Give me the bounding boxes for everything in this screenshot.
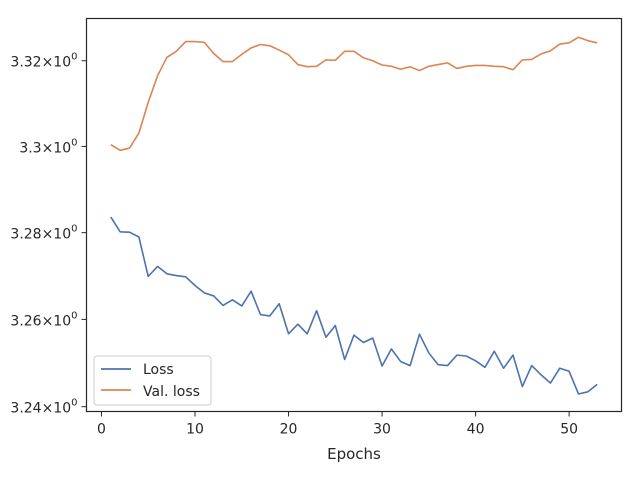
y-axis: 3.24×100 3.26×100 3.28×100 3.3×100 3.32×100	[10, 52, 87, 417]
series-line-val-loss	[110, 36, 598, 152]
x-axis: 0 10 20 30 40 50	[97, 411, 578, 438]
x-tick-label: 20	[280, 422, 298, 438]
series-line-loss	[110, 216, 598, 395]
x-tick-label: 10	[186, 422, 204, 438]
series-lines	[110, 36, 598, 395]
legend-label-loss: Loss	[143, 362, 174, 378]
legend: Loss Val. loss	[93, 355, 212, 406]
legend-label-val-loss: Val. loss	[143, 384, 200, 400]
y-tick-label: 3.32×100	[10, 52, 77, 71]
x-tick-label: 0	[97, 422, 106, 438]
plot-area	[85, 17, 623, 413]
y-tick-label: 3.26×100	[10, 310, 77, 329]
y-tick-label: 3.28×100	[10, 224, 77, 243]
x-tick-label: 30	[373, 422, 391, 438]
axes-frame	[85, 17, 623, 413]
x-tick-label: 40	[467, 422, 485, 438]
x-tick-label: 50	[560, 422, 578, 438]
y-tick-label: 3.24×100	[10, 398, 77, 417]
x-axis-label: Epochs	[327, 445, 381, 463]
y-tick-label: 3.3×100	[19, 137, 77, 156]
